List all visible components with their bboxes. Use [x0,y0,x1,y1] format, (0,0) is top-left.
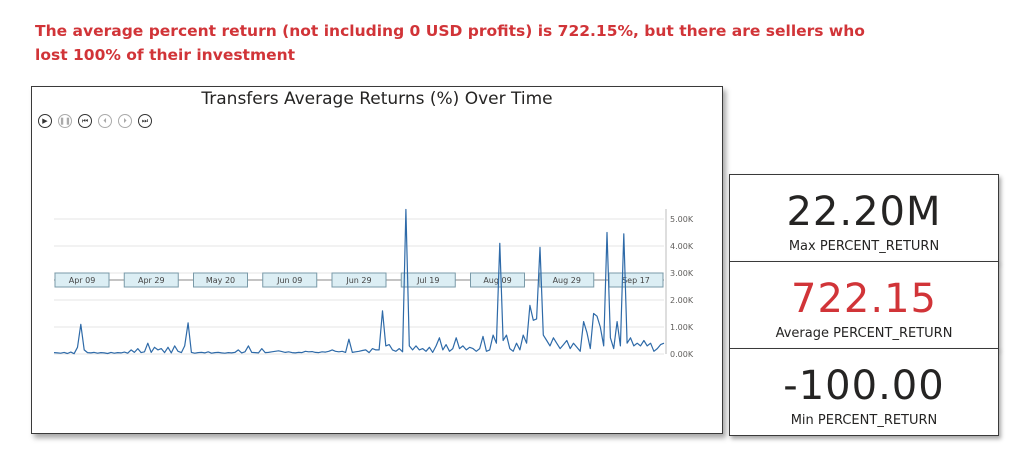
timeline-label-box [470,272,525,288]
kpi-max-value: 22.20M [786,189,942,235]
kpi-average-value: 722.15 [791,276,937,322]
series-line [53,208,665,355]
y-tick-label: 2.00K [670,296,694,305]
headline-text: The average percent return (not includin… [35,22,865,64]
kpi-min-value: -100.00 [783,363,945,409]
step-forward-icon[interactable]: ⏵ [118,114,132,128]
timeline-label: Sep 17 [622,276,650,285]
y-tick-label: 3.00K [670,269,694,278]
skip-to-end-icon[interactable]: ⏭ [138,114,152,128]
timeline-label-box [400,272,456,288]
kpi-card-min: -100.00 Min PERCENT_RETURN [729,348,999,436]
timeline-label: Aug 29 [553,276,581,285]
timeline-label-box [331,272,387,288]
kpi-average-label: Average PERCENT_RETURN [775,326,953,341]
y-tick-label: 5.00K [670,215,694,224]
timeline-label-box [123,272,179,288]
kpi-max-label: Max PERCENT_RETURN [788,239,940,254]
timeline-label: Aug 09 [483,276,511,285]
timeline-label-box [539,272,595,288]
pause-icon[interactable]: ❚❚ [58,114,72,128]
timeline-label: Jul 19 [416,276,439,285]
timeline-label-box [262,272,318,288]
play-icon[interactable]: ▶ [38,114,52,128]
timeline-label: May 20 [206,276,235,285]
line-chart-visual[interactable]: 0.00K 1.00K 2.00K 3.00K 4.00K 5.00K Apr 09 Apr … [31,86,723,434]
kpi-card-average: 722.15 Average PERCENT_RETURN [729,261,999,349]
timeline-label-box [54,272,110,288]
kpi-min-label: Min PERCENT_RETURN [790,413,938,428]
chart-title: Transfers Average Returns (%) Over Time [201,89,553,109]
chart-plot: 0.00K 1.00K 2.00K 3.00K 4.00K 5.00K Apr 09 Apr … [53,208,694,359]
timeline-label: Apr 29 [138,276,165,285]
timeline-label: Jun 29 [345,276,371,285]
y-tick-label: 1.00K [670,323,694,332]
timeline-label-box [193,272,248,288]
y-tick-label: 4.00K [670,242,694,251]
play-axis-controls: ▶ ❚❚ ⏮ ⏴ ⏵ ⏭ [38,114,152,128]
y-tick-label: 0.00K [670,350,694,359]
timeline-label: Apr 09 [69,276,96,285]
timeline-label: Jun 09 [276,276,302,285]
step-back-icon[interactable]: ⏴ [98,114,112,128]
kpi-card-max: 22.20M Max PERCENT_RETURN [729,174,999,262]
skip-to-start-icon[interactable]: ⏮ [78,114,92,128]
